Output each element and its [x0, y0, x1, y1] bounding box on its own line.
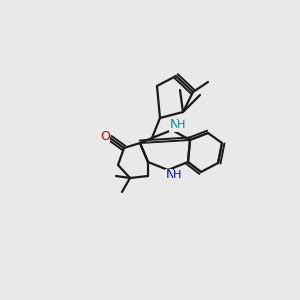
Text: H: H [177, 120, 185, 130]
Text: N: N [169, 118, 179, 131]
Text: O: O [100, 130, 110, 142]
Text: N: N [165, 169, 175, 182]
Text: H: H [173, 170, 181, 180]
